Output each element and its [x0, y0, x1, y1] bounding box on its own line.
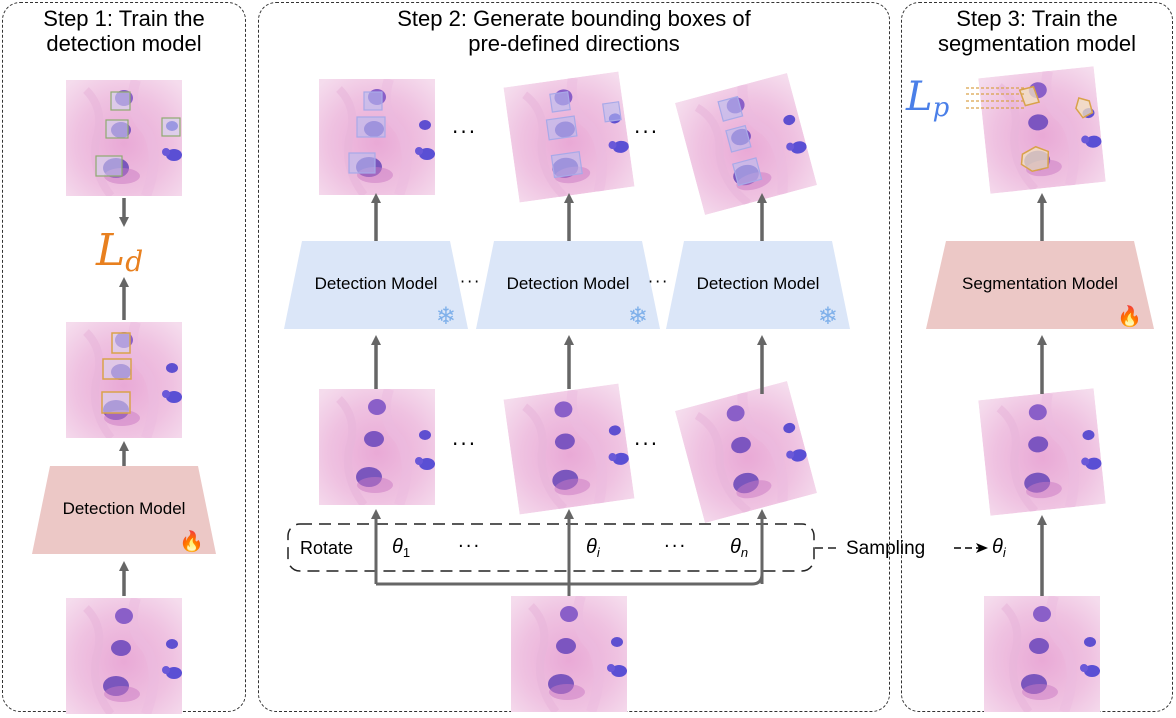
sampling-theta: θi [992, 536, 1006, 560]
loss-d-sub: d [125, 245, 144, 278]
step2-detection-model-1: Detection Model ❄ [284, 241, 468, 329]
loss-p-sub: p [932, 93, 950, 123]
step1-title-line1: Step 1: Train the [43, 6, 205, 31]
sampling-theta-symbol: θ [992, 536, 1003, 558]
step1-detection-model-label: Detection Model [62, 499, 186, 518]
rotate-ellipsis-1: ··· [458, 536, 482, 557]
loss-p-base: L [906, 74, 933, 120]
theta-1: θ1 [392, 536, 410, 560]
step2-top-ellipsis-2: ··· [634, 120, 660, 144]
step3-title-line2: segmentation model [937, 31, 1137, 56]
step2-model-ellipsis-1: ··· [460, 272, 482, 291]
theta-n-sub: n [740, 545, 749, 560]
step2-title-line2: pre-defined directions [468, 31, 680, 56]
step2-mid-ellipsis-1: ··· [452, 432, 478, 456]
fire-icon: 🔥 [179, 531, 204, 553]
segmentation-model-label: Segmentation Model [962, 274, 1118, 293]
sampling-theta-sub: i [1002, 545, 1006, 560]
step2-title: Step 2: Generate bounding boxes of pre-d… [258, 6, 890, 56]
rotate-box [287, 523, 815, 572]
step1-detection-model: Detection Model 🔥 [32, 466, 216, 554]
theta-i-symbol: θ [586, 536, 597, 558]
step3-title: Step 3: Train the segmentation model [901, 6, 1173, 56]
step2-detection-model-3-label: Detection Model [696, 274, 820, 293]
theta-i: θi [586, 536, 600, 560]
fire-icon: 🔥 [1117, 306, 1142, 328]
step2-detection-model-2: Detection Model ❄ [476, 241, 660, 329]
step2-top-ellipsis-1: ··· [452, 120, 478, 144]
step3-output-image [984, 72, 1100, 188]
step2-output-image-1 [319, 79, 435, 195]
segmentation-model: Segmentation Model 🔥 [926, 241, 1154, 329]
step2-output-image-3 [688, 86, 804, 202]
sampling-label: Sampling [846, 538, 926, 559]
loss-d-base: L [96, 225, 126, 276]
step2-title-line1: Step 2: Generate bounding boxes of [397, 6, 751, 31]
step3-title-line1: Step 3: Train the [956, 6, 1118, 31]
theta-n-symbol: θ [730, 536, 741, 558]
step1-title-line2: detection model [46, 31, 202, 56]
theta-i-sub: i [596, 545, 600, 560]
rotate-label: Rotate [300, 538, 354, 558]
theta-1-symbol: θ [392, 536, 403, 558]
step2-detection-model-1-label: Detection Model [314, 274, 438, 293]
step1-pred-image [66, 322, 182, 438]
rotate-ellipsis-2: ··· [664, 536, 688, 557]
step2-output-image-2 [511, 79, 627, 195]
step2-mid-ellipsis-2: ··· [634, 432, 660, 456]
snowflake-icon: ❄ [627, 303, 648, 330]
step2-detection-model-2-label: Detection Model [506, 274, 630, 293]
step2-model-ellipsis-2: ··· [648, 272, 670, 291]
step1-title: Step 1: Train the detection model [2, 6, 246, 56]
snowflake-icon: ❄ [435, 303, 456, 330]
theta-n: θn [730, 536, 748, 560]
pixel-loss-label: Lp [906, 74, 949, 131]
theta-1-sub: 1 [402, 545, 411, 560]
snowflake-icon: ❄ [817, 303, 838, 330]
step2-detection-model-3: Detection Model ❄ [666, 241, 850, 329]
step1-gt-image [66, 80, 182, 196]
detection-loss-label: Ld [96, 226, 143, 287]
